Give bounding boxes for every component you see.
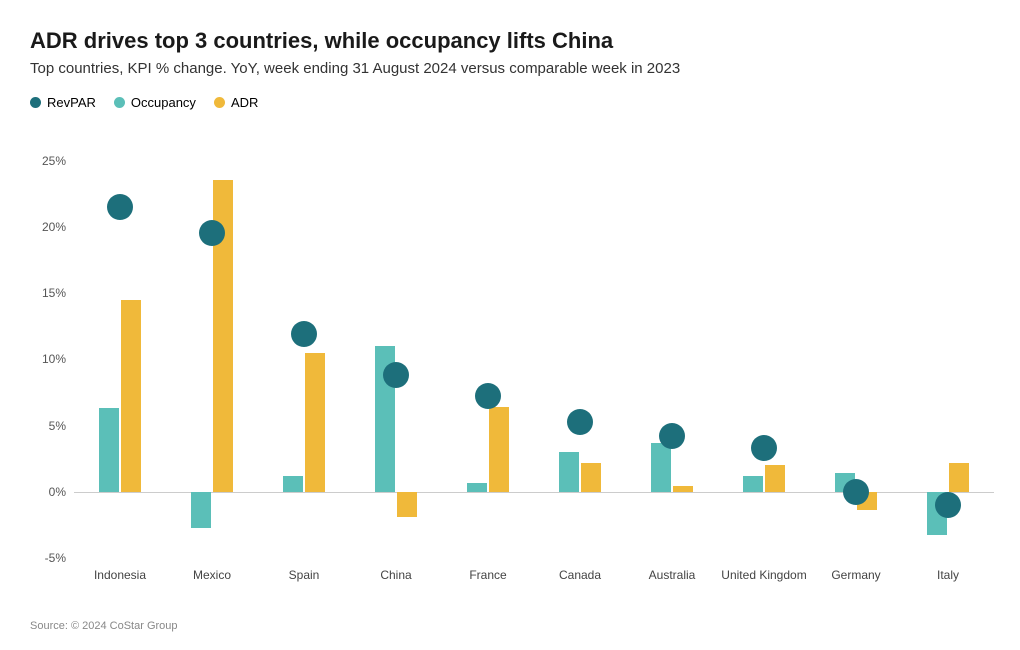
x-tick-label: Australia	[649, 568, 696, 582]
bar-group	[902, 150, 994, 558]
adr-bar	[305, 353, 325, 492]
occupancy-bar	[191, 492, 211, 528]
occupancy-bar	[467, 483, 487, 492]
y-tick-label: 0%	[49, 485, 66, 499]
x-tick-label: China	[380, 568, 411, 582]
legend: RevPAR Occupancy ADR	[30, 95, 990, 110]
adr-bar	[397, 492, 417, 517]
revpar-dot	[659, 423, 685, 449]
bar-group	[166, 150, 258, 558]
revpar-dot	[475, 383, 501, 409]
legend-item-revpar: RevPAR	[30, 95, 96, 110]
y-tick-label: 20%	[42, 220, 66, 234]
revpar-dot	[935, 492, 961, 518]
x-tick-label: Italy	[937, 568, 959, 582]
y-tick-label: 25%	[42, 154, 66, 168]
bar-group	[718, 150, 810, 558]
adr-bar	[121, 300, 141, 492]
legend-label: RevPAR	[47, 95, 96, 110]
x-tick-label: Spain	[289, 568, 320, 582]
legend-label: Occupancy	[131, 95, 196, 110]
revpar-dot	[291, 321, 317, 347]
adr-bar	[489, 407, 509, 492]
occupancy-bar	[283, 476, 303, 492]
x-tick-label: Germany	[831, 568, 880, 582]
chart-area: -5%0%5%10%15%20%25%IndonesiaMexicoSpainC…	[30, 150, 994, 558]
y-tick-label: -5%	[45, 551, 66, 565]
adr-bar	[949, 463, 969, 492]
revpar-dot	[383, 362, 409, 388]
x-tick-label: Indonesia	[94, 568, 146, 582]
revpar-icon	[30, 97, 41, 108]
legend-item-occupancy: Occupancy	[114, 95, 196, 110]
legend-label: ADR	[231, 95, 258, 110]
x-tick-label: France	[469, 568, 506, 582]
adr-bar	[673, 486, 693, 491]
y-tick-label: 10%	[42, 352, 66, 366]
bar-group	[258, 150, 350, 558]
adr-bar	[581, 463, 601, 492]
adr-bar	[765, 465, 785, 491]
x-axis: Indonesia Mexico Spain China France Canada Aus…	[74, 568, 994, 588]
plot-area	[74, 150, 994, 558]
x-tick-label: Canada	[559, 568, 601, 582]
y-axis: -5%0%5%10%15%20%25%	[30, 150, 70, 558]
bar-group	[534, 150, 626, 558]
source-attribution: Source: © 2024 CoStar Group	[30, 620, 178, 632]
page-subtitle: Top countries, KPI % change. YoY, week e…	[30, 60, 990, 77]
y-tick-label: 15%	[42, 286, 66, 300]
occupancy-bar	[743, 476, 763, 492]
x-tick-label: United Kingdom	[721, 568, 806, 582]
revpar-dot	[199, 220, 225, 246]
bar-group	[626, 150, 718, 558]
legend-item-adr: ADR	[214, 95, 258, 110]
revpar-dot	[567, 409, 593, 435]
occupancy-icon	[114, 97, 125, 108]
revpar-dot	[843, 479, 869, 505]
revpar-dot	[751, 435, 777, 461]
y-tick-label: 5%	[49, 419, 66, 433]
bar-group	[810, 150, 902, 558]
occupancy-bar	[559, 452, 579, 492]
occupancy-bar	[651, 443, 671, 492]
page-title: ADR drives top 3 countries, while occupa…	[30, 28, 990, 54]
occupancy-bar	[99, 408, 119, 491]
bar-group	[74, 150, 166, 558]
adr-icon	[214, 97, 225, 108]
bar-group	[442, 150, 534, 558]
bar-group	[350, 150, 442, 558]
revpar-dot	[107, 194, 133, 220]
x-tick-label: Mexico	[193, 568, 231, 582]
